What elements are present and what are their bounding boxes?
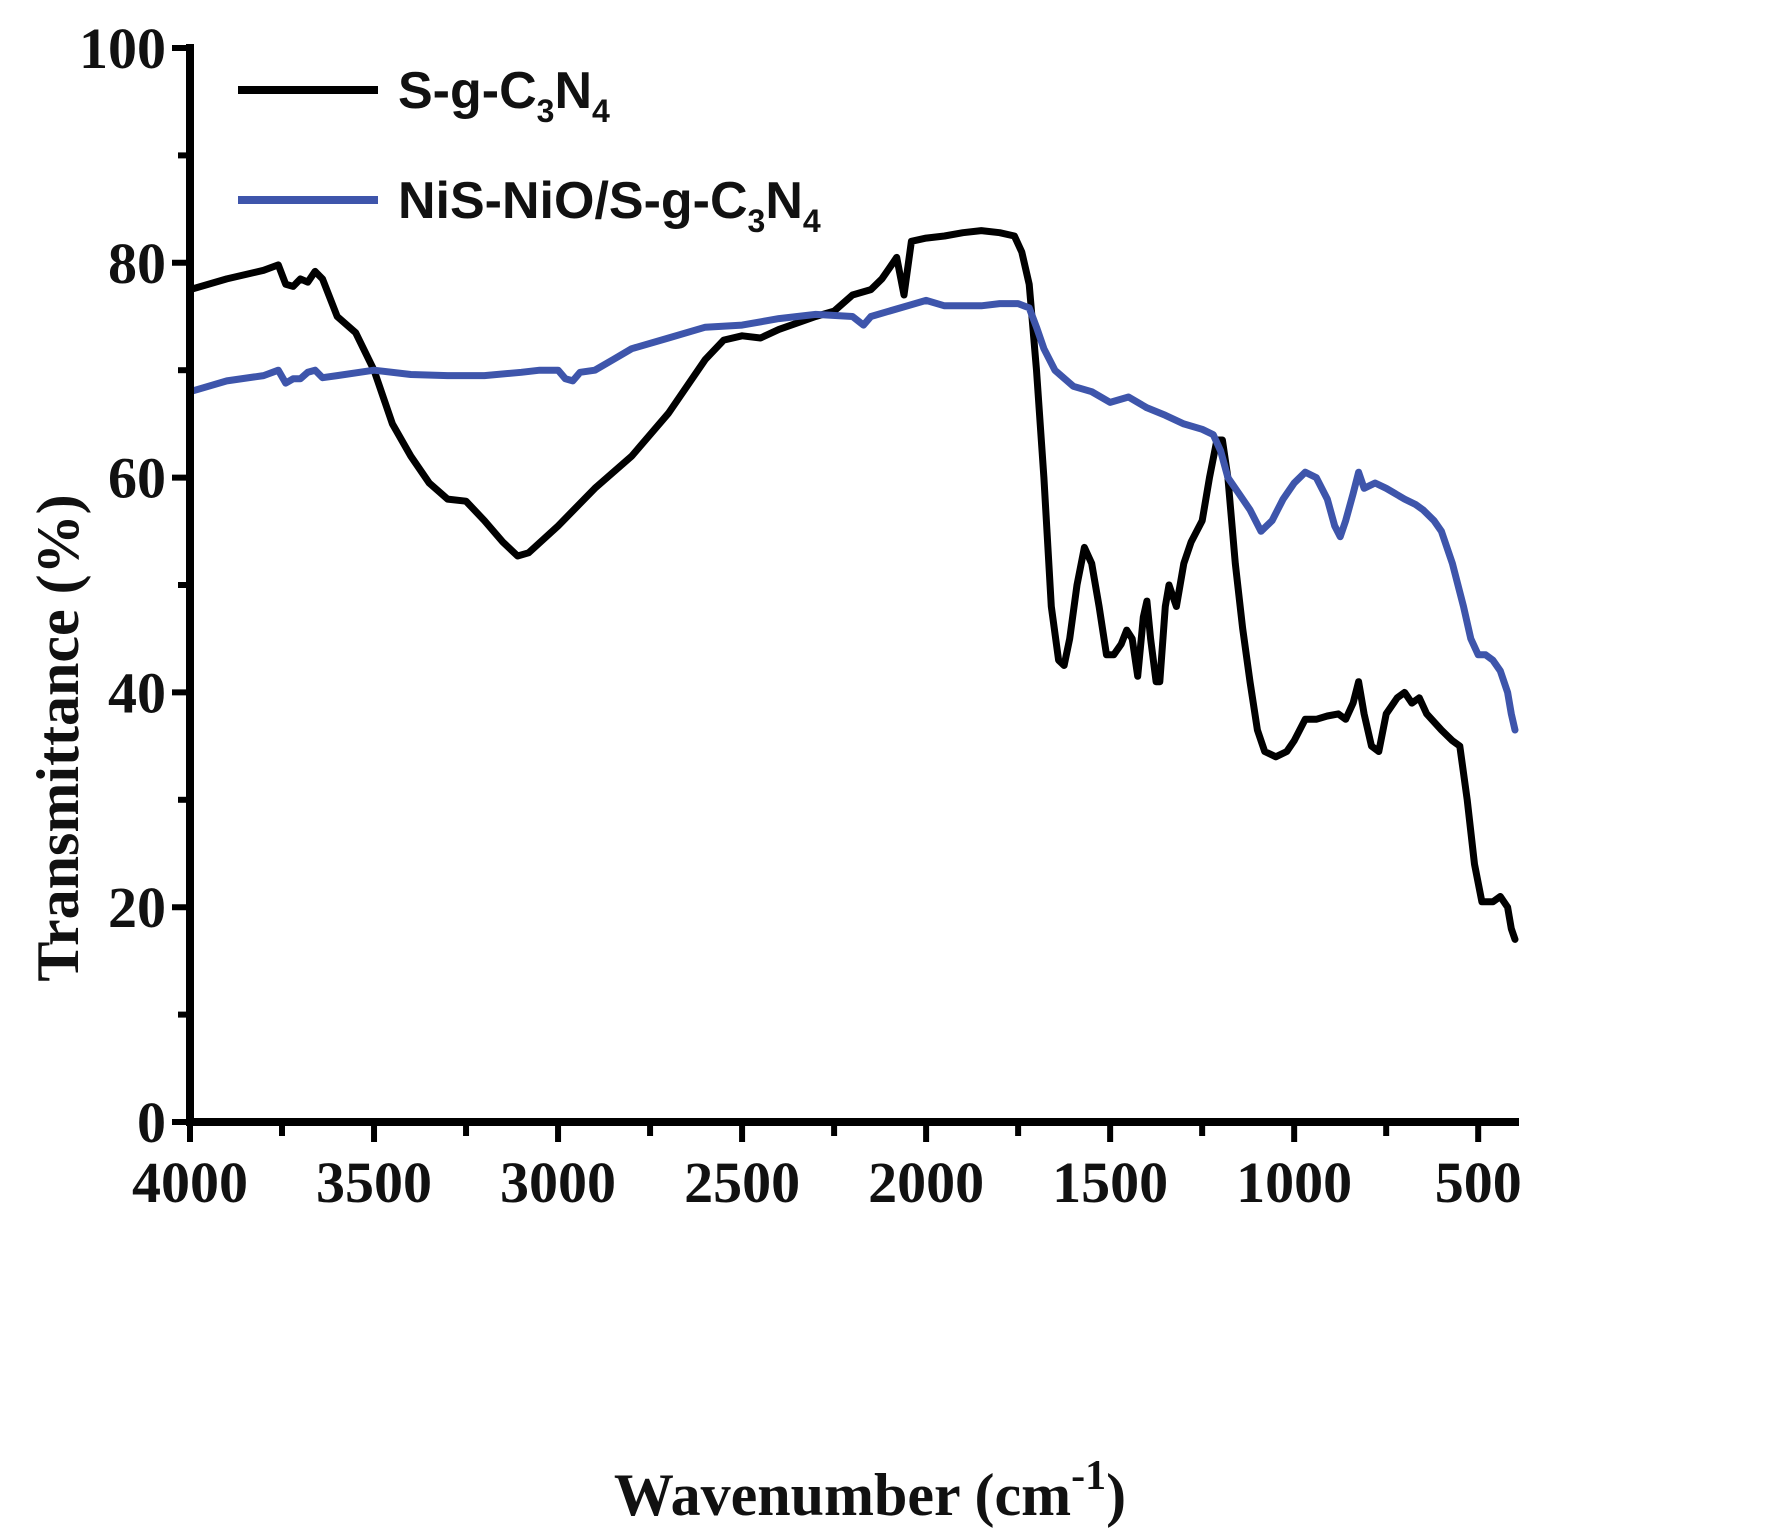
legend-subscript: 4 <box>803 203 821 239</box>
x-axis-title: Wavenumber (cm-1) <box>614 1453 1126 1528</box>
x-tick-label: 1000 <box>1236 1150 1352 1215</box>
y-tick-label: 80 <box>108 231 166 296</box>
x-axis-unit-close: ) <box>1106 1462 1126 1528</box>
x-tick-label: 2500 <box>684 1150 800 1215</box>
x-axis-unit-sup: -1 <box>1071 1453 1106 1499</box>
legend-text-part: NiS-NiO/S-g-C <box>398 172 748 230</box>
y-tick-label: 60 <box>108 446 166 511</box>
x-tick-label: 1500 <box>1052 1150 1168 1215</box>
legend-text-part: N <box>765 172 803 230</box>
y-tick-label: 20 <box>108 875 166 940</box>
x-tick-label: 4000 <box>132 1150 248 1215</box>
y-tick-label: 100 <box>79 16 166 81</box>
x-tick-label: 3500 <box>316 1150 432 1215</box>
x-axis-unit-open: (cm <box>975 1462 1072 1528</box>
x-axis-title-text: Wavenumber <box>614 1462 960 1528</box>
legend-text-part: N <box>554 62 592 120</box>
series-line-1 <box>186 227 1519 943</box>
legend-label-2: NiS-NiO/S-g-C3N4 <box>398 172 821 239</box>
y-axis-title: Transmittance (%) <box>25 494 91 981</box>
x-tick-label: 500 <box>1435 1150 1522 1215</box>
legend-label-1: S-g-C3N4 <box>398 62 610 129</box>
series-line-2 <box>186 296 1519 734</box>
legend-subscript: 4 <box>592 93 610 129</box>
y-tick-label: 0 <box>137 1090 166 1155</box>
y-tick-label: 40 <box>108 660 166 725</box>
legend-text-part: S-g-C <box>398 62 537 120</box>
x-tick-label: 3000 <box>500 1150 616 1215</box>
x-tick-label: 2000 <box>868 1150 984 1215</box>
plot-area <box>186 227 1519 943</box>
legend-subscript: 3 <box>748 203 766 239</box>
legend-subscript: 3 <box>537 93 555 129</box>
